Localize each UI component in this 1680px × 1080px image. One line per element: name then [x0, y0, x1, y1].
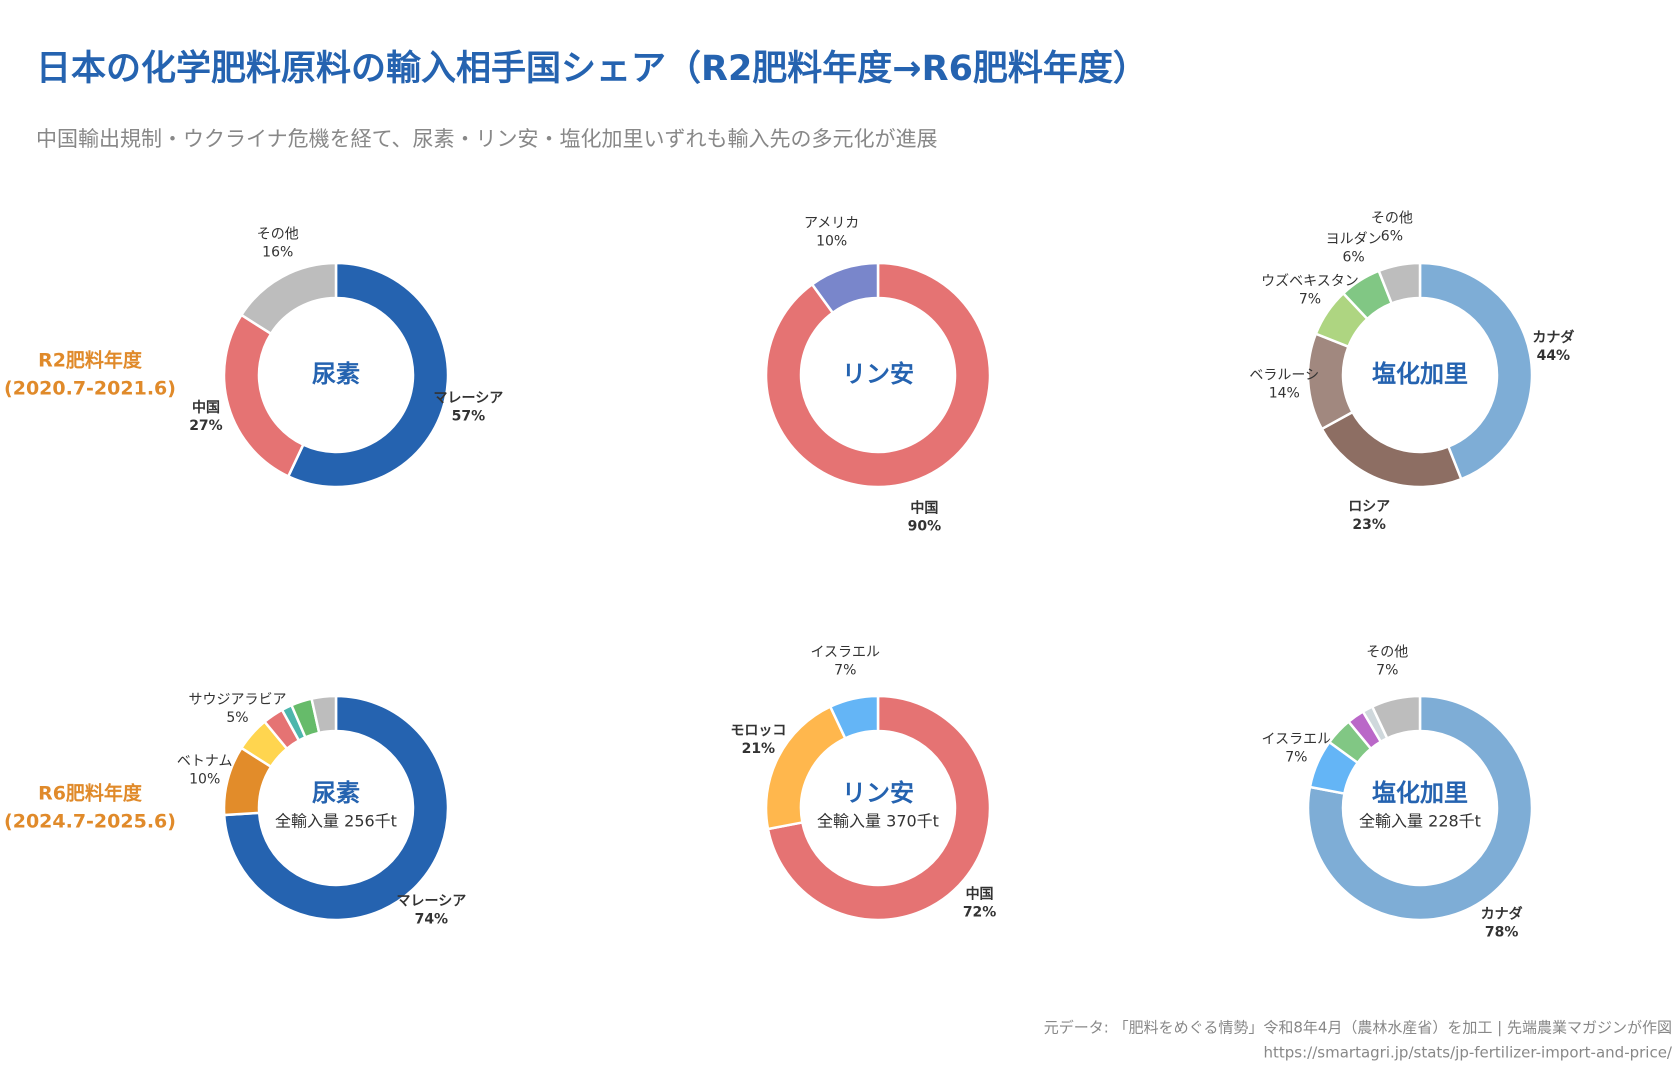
center-label: リン安: [842, 360, 914, 388]
donut-segment: [286, 261, 450, 489]
segment-label: 中国: [966, 886, 994, 903]
segment-label: モロッコ: [730, 723, 786, 739]
value-label: 27%: [189, 418, 223, 434]
value-label: 74%: [415, 912, 449, 928]
value-label: 10%: [189, 772, 220, 788]
subtitle: 中国輸出規制・ウクライナ危機を経て、尿素・リン安・塩化加里いずれも輸入先の多元化…: [36, 127, 938, 151]
value-label: 44%: [1537, 348, 1571, 364]
title: 日本の化学肥料原料の輸入相手国シェア（R2肥料年度→R6肥料年度）: [36, 48, 1148, 89]
segment-label: マレーシア: [434, 391, 504, 407]
value-label: 16%: [262, 245, 293, 261]
segment-label: ウズベキスタン: [1261, 274, 1359, 290]
center-label: リン安: [842, 779, 914, 807]
value-label: 7%: [1376, 663, 1398, 679]
source: 元データ: 「肥料をめぐる情勢」令和8年4月（農林水産省）を加工 | 先端農業マ…: [1044, 1019, 1672, 1037]
segment-label: カナダ: [1532, 329, 1574, 346]
row-label: (2020.7-2021.6): [4, 378, 176, 400]
segment-label: イスラエル: [810, 645, 880, 661]
value-label: 90%: [908, 519, 942, 535]
segment-label: その他: [257, 227, 299, 243]
segment-label: ベトナム: [177, 754, 233, 770]
center-sublabel: 全輸入量 228千t: [1359, 812, 1481, 831]
donut-segment: [764, 261, 992, 489]
value-label: 7%: [834, 663, 856, 679]
segment-label: サウジアラビア: [188, 692, 286, 708]
source-url: https://smartagri.jp/stats/jp-fertilizer…: [1264, 1044, 1673, 1062]
value-label: 21%: [742, 741, 776, 757]
donut-segment: [239, 261, 338, 336]
donut-segment: [810, 261, 880, 315]
segment-label: ベラルーシ: [1249, 367, 1319, 383]
value-label: 7%: [1285, 749, 1307, 765]
donut-segment: [766, 694, 992, 922]
center-label: 尿素: [312, 779, 360, 807]
center-label: 塩化加里: [1372, 360, 1468, 388]
segment-label: その他: [1366, 645, 1408, 661]
value-label: 7%: [1299, 292, 1321, 308]
donut-segment: [1320, 410, 1463, 489]
value-label: 57%: [452, 409, 486, 425]
value-label: 6%: [1381, 229, 1403, 245]
donut-segment: [828, 694, 880, 740]
row-label: R6肥料年度: [38, 782, 143, 805]
center-label: 塩化加里: [1372, 779, 1468, 807]
segment-label: その他: [1371, 211, 1413, 227]
segment-label: アメリカ: [804, 215, 859, 231]
center-sublabel: 全輸入量 256千t: [275, 812, 397, 831]
segment-label: 中国: [910, 500, 938, 517]
donut-segment: [1370, 694, 1422, 740]
value-label: 6%: [1343, 249, 1365, 265]
segment-label: ロシア: [1348, 499, 1390, 515]
segment-label: ヨルダン: [1326, 231, 1382, 247]
value-label: 14%: [1269, 385, 1300, 401]
value-label: 72%: [963, 905, 997, 921]
donut-segment: [1377, 261, 1422, 306]
value-label: 5%: [226, 710, 248, 726]
value-label: 10%: [816, 233, 847, 249]
value-label: 78%: [1485, 925, 1519, 941]
donut-segment: [1418, 261, 1534, 481]
row-label: (2024.7-2025.6): [4, 811, 176, 833]
donut-segment: [222, 313, 305, 479]
row-label: R2肥料年度: [38, 349, 143, 372]
segment-label: カナダ: [1481, 906, 1523, 923]
segment-label: 中国: [192, 399, 220, 416]
donut-segment: [222, 694, 450, 922]
segment-label: イスラエル: [1262, 731, 1332, 747]
donut-segment: [1306, 694, 1534, 922]
donut-segment: [310, 694, 338, 735]
center-label: 尿素: [312, 360, 360, 388]
segment-label: マレーシア: [396, 894, 466, 910]
center-sublabel: 全輸入量 370千t: [817, 812, 939, 831]
value-label: 23%: [1352, 517, 1386, 533]
